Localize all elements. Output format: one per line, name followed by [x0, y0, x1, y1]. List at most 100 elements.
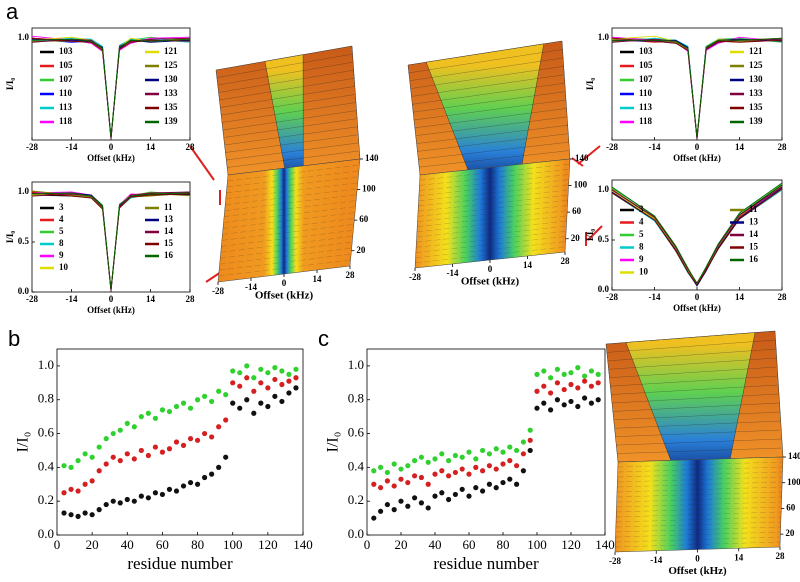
data-point [582, 373, 588, 379]
data-point [89, 512, 95, 518]
surface-trace [611, 393, 780, 404]
data-point [216, 424, 222, 430]
surface-trace [606, 339, 776, 353]
data-point [258, 380, 264, 386]
data-point [194, 397, 201, 403]
surface-trace [414, 108, 567, 129]
series-line [612, 37, 783, 137]
data-point [486, 463, 492, 469]
data-point [117, 427, 123, 433]
data-point [131, 456, 137, 462]
legend-label: 121 [164, 46, 178, 56]
x-tick-label: -28 [409, 272, 421, 282]
data-point [279, 368, 285, 374]
heatmap-trace [418, 179, 569, 196]
x-tick-label: 14 [523, 260, 533, 270]
x-tick-label: 14 [146, 294, 156, 304]
surface-trace [419, 150, 570, 168]
heatmap-trace [415, 236, 566, 253]
data-point [520, 451, 527, 457]
heatmap-trace [616, 511, 782, 518]
surface-trace [617, 447, 783, 454]
data-point [293, 366, 299, 372]
data-point [384, 469, 390, 476]
data-point [595, 371, 601, 377]
data-point [507, 444, 513, 450]
data-point [493, 485, 499, 491]
heatmap-trace [617, 481, 783, 488]
data-point [96, 468, 102, 474]
data-point [237, 370, 243, 376]
y-tick-label: 0.2 [38, 492, 54, 507]
data-point [279, 381, 285, 388]
heatmap-trace [616, 501, 782, 508]
data-point [378, 485, 384, 491]
data-point [82, 481, 88, 487]
data-point [575, 365, 581, 371]
data-point [75, 488, 81, 494]
connector [577, 145, 601, 165]
y-tick-label: 100 [787, 477, 800, 487]
data-point [187, 405, 194, 411]
x-tick-label: 60 [463, 537, 476, 552]
data-point [378, 464, 384, 470]
y-axis-label: I/I₀ [15, 432, 32, 453]
data-point [180, 400, 187, 406]
connector [571, 157, 584, 167]
data-point [446, 473, 452, 479]
data-point [272, 393, 278, 399]
data-point [480, 468, 486, 474]
data-point [507, 458, 513, 464]
legend-label: 113 [639, 102, 653, 112]
surface-trace [220, 86, 355, 108]
series-line [31, 38, 191, 137]
y-tick-label: 140 [365, 153, 379, 163]
data-point [418, 474, 424, 481]
legend-label: 125 [164, 60, 178, 70]
y-tick-label: 0.0 [348, 526, 364, 541]
x-tick-label: -14 [66, 142, 78, 152]
legend-label: 107 [59, 74, 73, 84]
y-tick-label: 140 [788, 451, 800, 461]
x-tick-label: 60 [156, 537, 169, 552]
heatmap-trace [617, 471, 783, 478]
data-point [405, 463, 411, 469]
heatmap-trace [224, 194, 357, 211]
data-point [534, 388, 540, 394]
data-point [459, 454, 465, 460]
surface-trace [408, 49, 563, 74]
x-axis-label: residue number [433, 554, 539, 573]
heatmap-trace [225, 188, 358, 205]
x-tick-label: 14 [735, 292, 745, 302]
data-point [425, 481, 431, 487]
x-axis-label: Offset (kHz) [673, 303, 721, 313]
data-point [110, 430, 116, 437]
data-point [412, 495, 418, 501]
legend-label: 10 [639, 267, 649, 277]
plot-frame [366, 348, 606, 536]
heatmap-trace [227, 164, 360, 182]
legend-label: 135 [749, 102, 763, 112]
x-tick-label: 80 [497, 537, 510, 552]
y-tick-label: 20 [571, 233, 581, 243]
data-point [459, 486, 465, 492]
x-tick-label: 40 [429, 537, 442, 552]
y-tick-label: 0.8 [348, 391, 364, 406]
data-point [145, 410, 151, 416]
data-point [371, 481, 377, 487]
data-point [251, 388, 257, 394]
x-tick-label: 0 [109, 142, 114, 152]
y-tick-label: 0.8 [38, 391, 54, 406]
y-tick-label: 60 [359, 214, 369, 224]
data-point [103, 436, 109, 442]
x-tick-label: 28 [778, 292, 788, 302]
y-tick-label: 60 [786, 502, 796, 512]
heatmap-trace [220, 236, 353, 253]
data-point [230, 368, 236, 374]
data-point [534, 405, 540, 411]
data-point [251, 375, 257, 381]
data-point [251, 410, 257, 416]
y-tick-label: 1.0 [18, 32, 30, 42]
x-tick-label: 140 [595, 537, 615, 552]
legend-label: 130 [164, 74, 178, 84]
